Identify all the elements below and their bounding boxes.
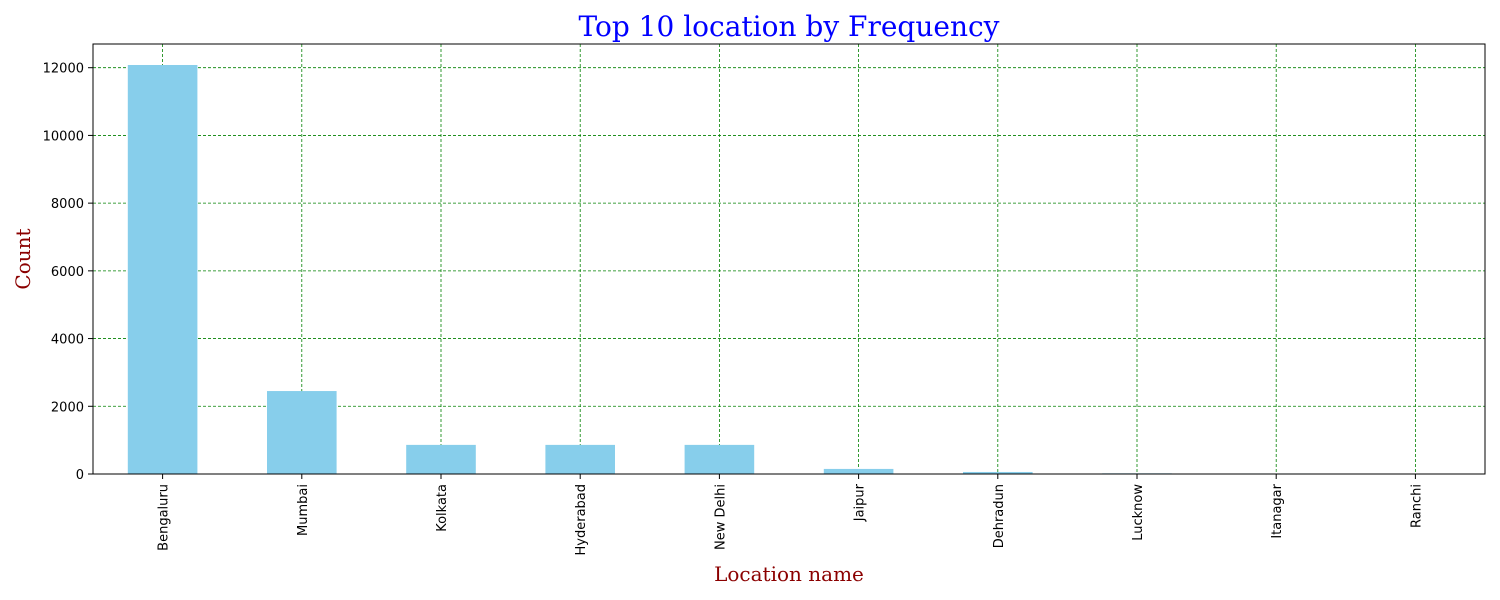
y-tick-label: 4000 [51, 333, 84, 348]
bar-hyderabad [545, 444, 615, 474]
x-tick-label: Itanagar [1270, 483, 1285, 538]
y-tick-label: 0 [76, 468, 84, 483]
y-tick-label: 8000 [51, 197, 84, 212]
y-axis-ticks: 0 2000 4000 6000 8000 10000 12000 [43, 62, 93, 483]
y-axis-label: Count [11, 228, 35, 289]
plot-area [92, 43, 1486, 475]
bar-mumbai [267, 391, 337, 474]
y-tick-label: 6000 [51, 265, 84, 280]
x-tick-label: Jaipur [853, 483, 868, 522]
x-axis-label: Location name [714, 562, 864, 586]
x-tick-label: Lucknow [1131, 484, 1146, 541]
y-tick-label: 10000 [43, 129, 84, 144]
x-axis-ticks: Bengaluru Mumbai Kolkata Hyderabad New Delhi… [157, 474, 1424, 556]
x-tick-label: Mumbai [296, 484, 311, 536]
bar-new-delhi [684, 444, 755, 474]
grid [93, 44, 1485, 475]
x-tick-label: New Delhi [713, 484, 728, 550]
chart-title: Top 10 location by Frequency [579, 10, 1000, 43]
bar-dehradun [963, 471, 1033, 474]
x-tick-label: Kolkata [435, 484, 450, 532]
y-tick-label: 2000 [51, 400, 84, 415]
x-tick-label: Dehradun [992, 484, 1007, 548]
bar-bengaluru [127, 64, 198, 474]
x-tick-label: Hyderabad [574, 484, 589, 556]
x-tick-label: Ranchi [1409, 484, 1424, 528]
bar-kolkata [406, 444, 476, 474]
bar-jaipur [823, 468, 894, 474]
y-tick-label: 12000 [43, 62, 84, 77]
x-tick-label: Bengaluru [157, 484, 172, 551]
bars [127, 64, 1451, 475]
